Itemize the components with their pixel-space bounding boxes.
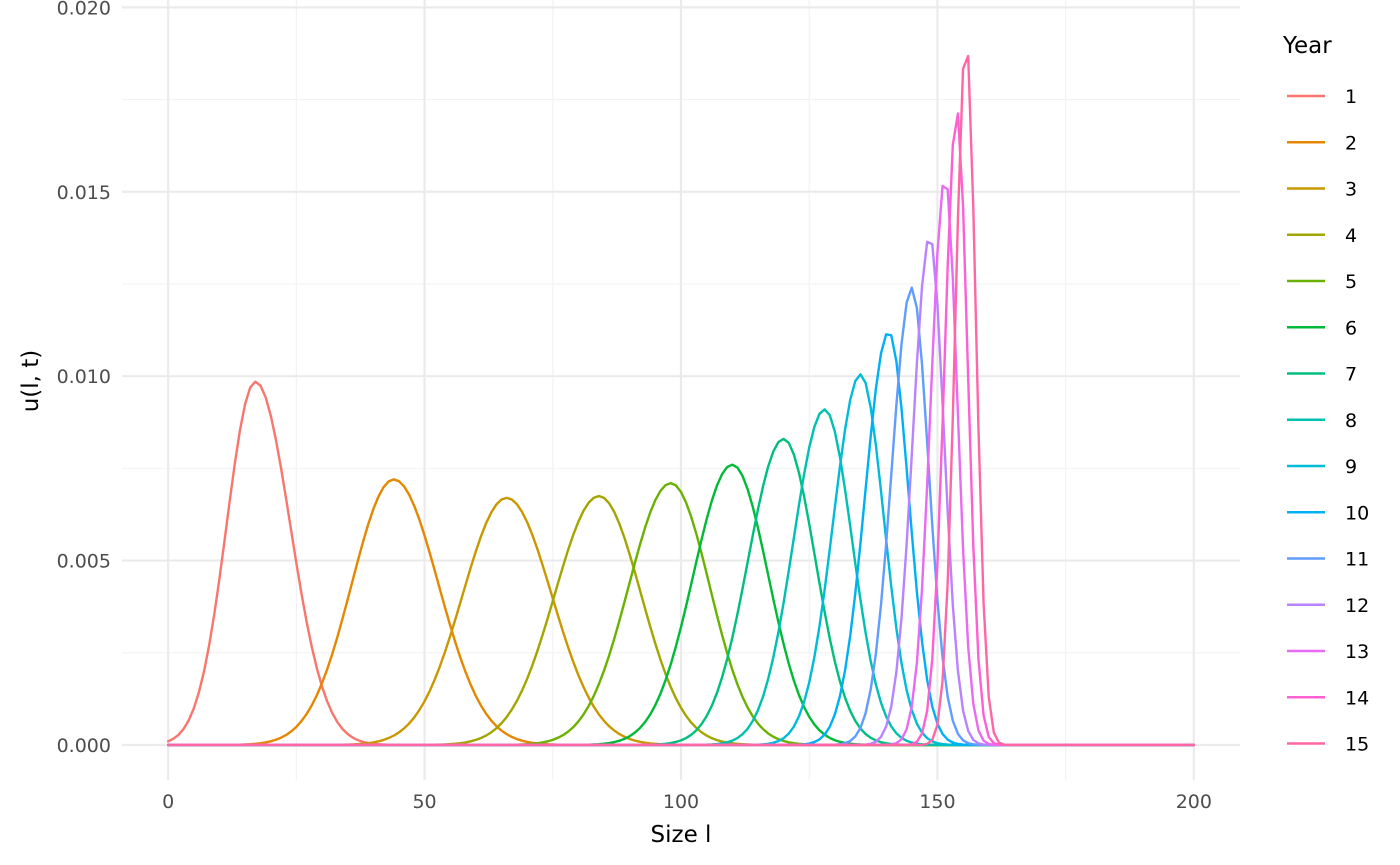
- legend-label: 7: [1345, 364, 1357, 386]
- legend-label: 5: [1345, 271, 1357, 293]
- y-tick-label: 0.010: [57, 366, 111, 388]
- x-tick-label: 50: [412, 791, 436, 813]
- legend-label: 9: [1345, 456, 1357, 478]
- y-axis-ticks: 0.000 0.005 0.010 0.015 0.020: [57, 0, 111, 757]
- legend-label: 11: [1345, 549, 1369, 571]
- legend-label: 10: [1345, 502, 1369, 524]
- legend-title: Year: [1282, 33, 1332, 59]
- legend-label: 3: [1345, 179, 1357, 201]
- legend-label: 14: [1345, 687, 1369, 709]
- major-gridlines: [122, 0, 1240, 780]
- legend-label: 2: [1345, 132, 1357, 154]
- x-tick-label: 0: [162, 791, 174, 813]
- legend-label: 4: [1345, 225, 1357, 247]
- y-tick-label: 0.005: [57, 551, 111, 573]
- x-tick-label: 200: [1176, 791, 1212, 813]
- y-tick-label: 0.000: [57, 735, 111, 757]
- plot-series: [166, 54, 1196, 747]
- y-tick-label: 0.015: [57, 182, 111, 204]
- x-axis-ticks: 0 50 100 150 200: [162, 791, 1212, 813]
- series-line-year-15: [166, 54, 1196, 747]
- legend-label: 12: [1345, 595, 1369, 617]
- x-tick-label: 100: [663, 791, 699, 813]
- x-axis-title: Size l: [651, 822, 712, 848]
- y-tick-label: 0.020: [57, 0, 111, 19]
- y-axis-title: u(l, t): [18, 350, 44, 413]
- legend-label: 13: [1345, 641, 1369, 663]
- legend-label: 1: [1345, 86, 1357, 108]
- legend-label: 8: [1345, 410, 1357, 432]
- legend-label: 6: [1345, 317, 1357, 339]
- x-tick-label: 150: [919, 791, 955, 813]
- legend-label: 15: [1345, 734, 1369, 756]
